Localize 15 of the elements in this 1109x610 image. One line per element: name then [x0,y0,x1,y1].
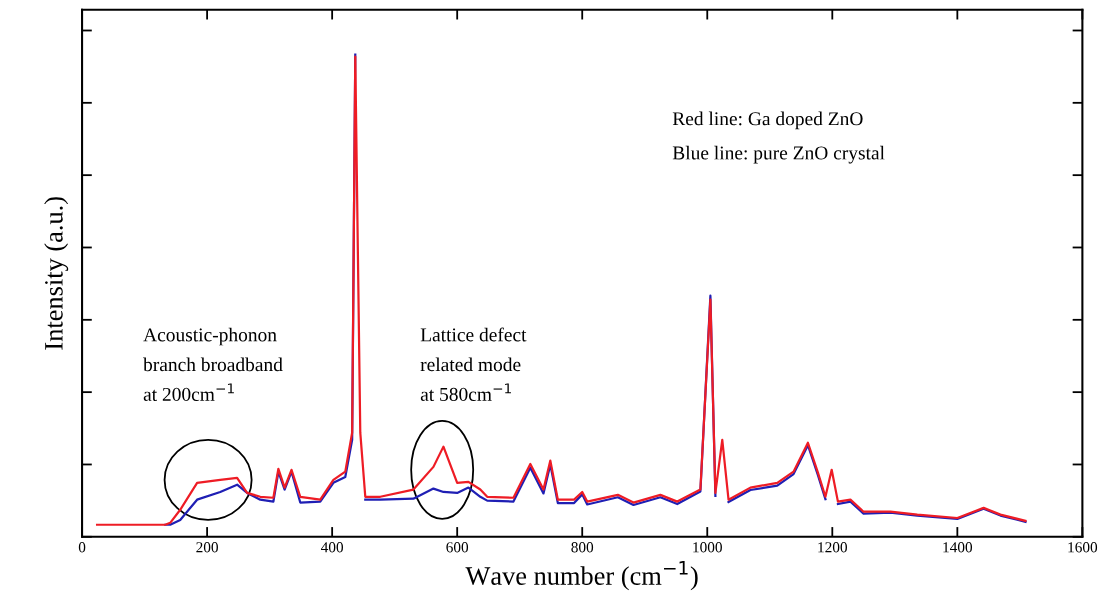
annotation: Red line: Ga doped ZnO [672,111,863,130]
annotation: Blue line: pure ZnO crystal [672,145,885,164]
x-tick-label: 1400 [943,542,973,553]
x-tick-label: 600 [446,542,469,553]
x-tick-label: 0 [78,542,86,553]
x-axis-title: Wave number (cm$^{−1}$) [465,561,698,591]
annotation: Acoustic-phonon branch broadband at 200cm$^{−1}$ [143,327,283,401]
x-tick-label: 1000 [693,542,722,553]
y-axis-title: Intensity (a.u.) [44,197,69,350]
x-tick-label: 1600 [1068,542,1098,553]
x-tick-label: 200 [196,542,218,553]
x-tick-label: 1200 [818,542,847,553]
x-tick-label: 800 [571,542,594,553]
annotation: Lattice defect related mode at 580cm$^{−1}$ [420,327,527,401]
x-tick-label: 400 [320,542,344,553]
